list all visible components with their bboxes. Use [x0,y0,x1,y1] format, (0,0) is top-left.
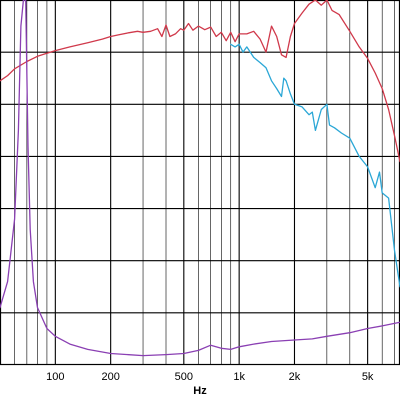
x-tick-label: 100 [46,371,64,383]
plot-border [0,0,400,366]
series-line-blue [230,43,400,288]
x-tick-label: 500 [175,371,193,383]
series-line-purple [0,0,400,357]
x-tick-label: 200 [101,371,119,383]
x-axis-title: Hz [193,385,207,397]
x-axis-tick-labels: 100 200 500 1k 2k 5k [46,371,374,383]
series-line-red [0,0,400,163]
x-tick-label: 1k [233,371,245,383]
x-tick-label: 5k [362,371,374,383]
chart-grid [0,0,400,366]
chart-series [0,0,400,357]
x-tick-label: 2k [289,371,301,383]
